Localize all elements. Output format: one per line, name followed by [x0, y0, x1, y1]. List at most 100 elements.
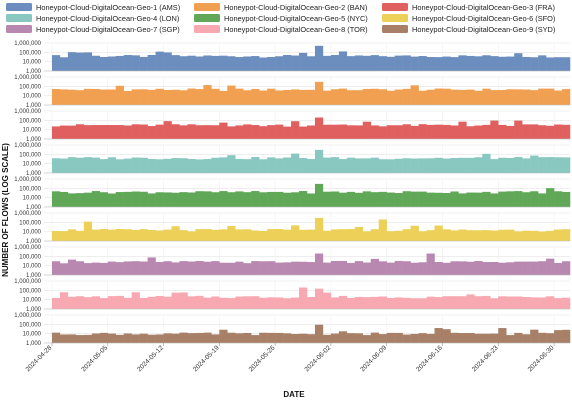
bar [498, 89, 507, 105]
bar [410, 225, 419, 241]
bar [195, 89, 204, 105]
bar [546, 188, 555, 207]
bar [243, 90, 252, 105]
bar [139, 297, 148, 309]
y-tick-label: 1,000 [26, 307, 42, 313]
bar [418, 124, 427, 139]
bar [370, 192, 379, 207]
bar [179, 90, 188, 105]
y-tick-label: 10,000 [23, 264, 42, 270]
bar [442, 229, 451, 241]
panel: 1,000 10,000 100,000 1,000,000 [14, 41, 571, 75]
bar [107, 333, 116, 343]
bar [402, 55, 411, 71]
bar [179, 158, 188, 173]
y-tick-label: 1,000 [26, 69, 42, 75]
bar [474, 296, 483, 309]
bar [434, 157, 443, 173]
bar [330, 191, 340, 207]
bar [450, 230, 459, 241]
bar [330, 55, 340, 71]
bar [155, 334, 164, 343]
bar [538, 193, 547, 207]
bar [91, 125, 101, 139]
bar [83, 221, 93, 241]
bar [530, 155, 539, 173]
bar [362, 88, 372, 105]
bar [386, 159, 395, 173]
bar [163, 333, 172, 343]
bar [299, 89, 308, 105]
bar [59, 263, 69, 275]
bar [51, 191, 61, 207]
bar [330, 260, 340, 275]
bar [155, 192, 164, 207]
bar [219, 329, 228, 343]
bar [314, 253, 324, 275]
bar [538, 125, 547, 139]
bar [514, 332, 523, 343]
legend-swatch [6, 25, 32, 33]
bar [370, 258, 379, 275]
bar [211, 334, 220, 343]
bar [179, 332, 188, 343]
bar [330, 333, 340, 343]
legend-swatch [194, 25, 220, 33]
bar [291, 297, 300, 309]
bar [187, 192, 196, 207]
bar [554, 330, 563, 343]
bar [370, 125, 379, 139]
bar [562, 89, 571, 105]
bar [203, 229, 212, 241]
y-tick-label: 1,000 [26, 205, 42, 211]
bar [83, 157, 93, 173]
bar [554, 157, 563, 173]
bar [538, 157, 547, 173]
bar [554, 298, 563, 309]
bar [227, 192, 236, 207]
bar [235, 191, 244, 207]
bar [354, 333, 364, 343]
bar [538, 332, 547, 343]
bar [322, 124, 332, 139]
bar [514, 53, 523, 71]
legend-label: Honeypot-Cloud-DigitalOcean-Geo-6 (SFO) [412, 14, 555, 23]
x-axis-title: DATE [283, 390, 305, 399]
bar [275, 332, 284, 343]
bar [251, 335, 260, 343]
bar [458, 121, 467, 139]
bar [155, 261, 164, 275]
bar [410, 333, 419, 343]
bar [330, 229, 340, 241]
bar [378, 126, 387, 139]
bar [299, 229, 308, 241]
bar [267, 157, 276, 173]
bar [514, 261, 523, 275]
bar [195, 56, 204, 71]
bar [450, 125, 459, 139]
bar [554, 124, 563, 139]
bar [51, 126, 61, 139]
bar [538, 231, 547, 241]
bar [530, 297, 539, 309]
bar [155, 230, 164, 241]
bar [51, 261, 61, 275]
bar [338, 51, 348, 71]
bar [227, 155, 236, 173]
bar [466, 230, 475, 241]
bar [235, 88, 244, 105]
bar [506, 157, 515, 173]
bar [99, 125, 109, 139]
bar [322, 230, 332, 241]
bar [211, 296, 220, 309]
bar [394, 89, 403, 105]
bar [498, 328, 507, 343]
bar [243, 124, 252, 139]
bar [418, 191, 427, 207]
bar [235, 158, 244, 173]
bar [83, 263, 93, 275]
bar [498, 124, 507, 139]
bar [338, 88, 348, 105]
bar [83, 88, 93, 105]
